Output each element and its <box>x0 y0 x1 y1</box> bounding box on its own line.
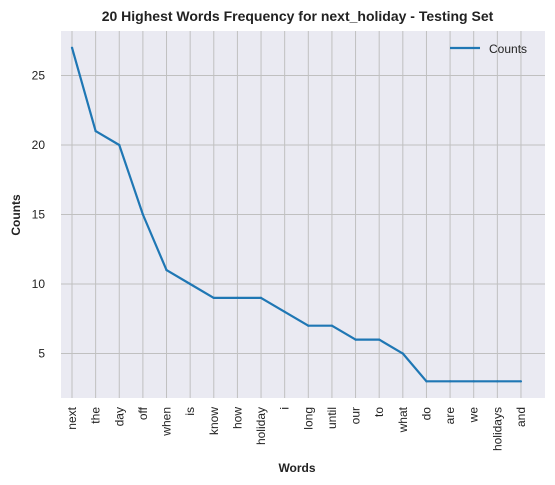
data-point <box>212 296 215 300</box>
data-point <box>118 143 121 147</box>
x-tick-label: when <box>160 407 174 437</box>
data-point <box>165 269 168 272</box>
x-tick-label: next <box>65 406 79 429</box>
y-tick-label: 10 <box>32 277 46 291</box>
data-point <box>448 380 452 383</box>
data-point <box>259 296 263 300</box>
data-point <box>283 310 286 313</box>
data-point <box>496 380 499 383</box>
data-point <box>189 282 192 286</box>
x-tick-labels: next the day off when is know how holiday i long un… <box>65 406 528 451</box>
data-points <box>70 46 523 383</box>
x-tick-label: the <box>89 407 103 424</box>
x-tick-label: holiday <box>254 407 268 445</box>
x-tick-label: day <box>112 407 126 426</box>
x-tick-label: holidays <box>490 407 504 451</box>
x-tick-label: long <box>301 407 315 430</box>
data-point <box>330 324 334 327</box>
data-point <box>236 296 239 300</box>
y-tick-label: 25 <box>32 68 46 82</box>
y-tick-label: 15 <box>32 208 46 222</box>
legend-label: Counts <box>489 42 527 56</box>
x-tick-label: to <box>372 407 386 417</box>
data-point <box>141 213 144 216</box>
x-tick-label: know <box>207 407 221 435</box>
x-tick-label: our <box>349 407 363 424</box>
data-point <box>519 380 523 383</box>
data-point <box>472 380 475 383</box>
x-tick-label: i <box>278 407 292 410</box>
y-axis-label: Counts <box>9 194 23 236</box>
y-tick-label: 5 <box>38 347 45 361</box>
x-tick-label: we <box>467 407 481 424</box>
x-tick-label: what <box>396 406 410 433</box>
data-point <box>425 380 428 383</box>
x-tick-label: and <box>514 407 528 427</box>
x-tick-label: until <box>325 407 339 429</box>
y-tick-labels: 5 10 15 20 25 <box>32 68 46 360</box>
data-point <box>70 46 74 49</box>
legend: Counts <box>450 42 527 56</box>
chart-title: 20 Highest Words Frequency for next_holi… <box>101 8 494 24</box>
y-tick-label: 20 <box>32 138 46 152</box>
data-point <box>94 129 97 133</box>
x-tick-label: how <box>230 407 244 429</box>
series-line-counts <box>70 47 521 383</box>
data-point <box>378 338 381 341</box>
x-tick-label: are <box>443 407 457 425</box>
x-tick-label: is <box>183 407 197 416</box>
data-point <box>401 352 404 355</box>
data-point <box>307 324 310 327</box>
x-tick-label: do <box>419 407 433 421</box>
y-gridlines <box>61 74 545 355</box>
x-tick-label: off <box>136 406 150 420</box>
data-point <box>354 338 357 341</box>
x-axis-label: Words <box>278 461 315 475</box>
